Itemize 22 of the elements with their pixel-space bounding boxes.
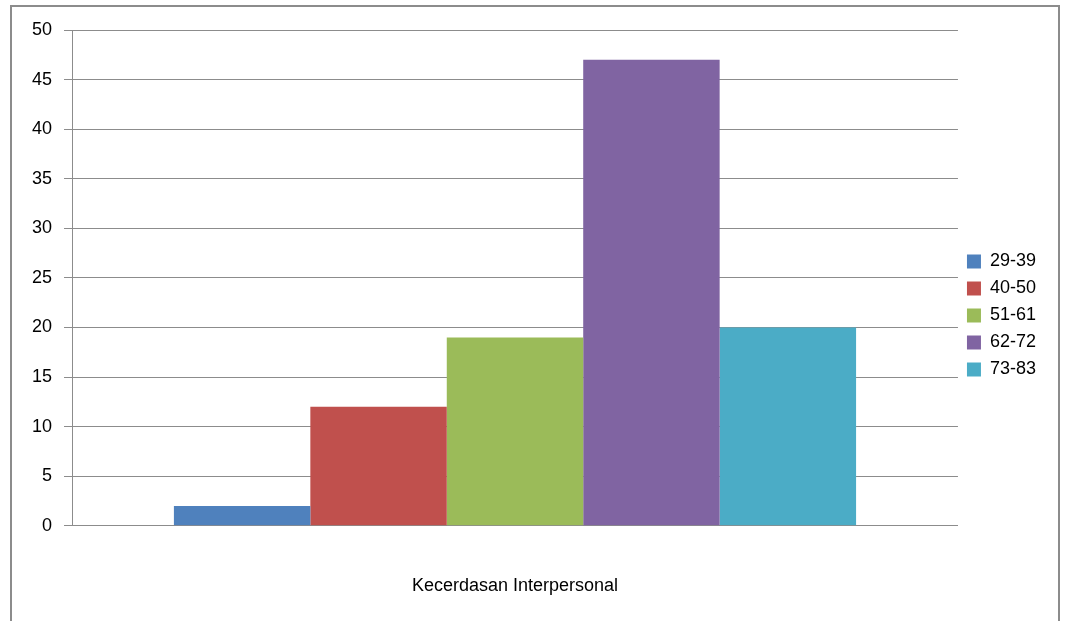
- y-tick-label: 20: [31, 316, 53, 337]
- bar: [719, 327, 857, 526]
- y-tick-label: 5: [42, 465, 53, 486]
- bar: [446, 337, 584, 526]
- y-tick-label: 15: [31, 366, 53, 387]
- legend-label: 51-61: [989, 304, 1037, 325]
- y-tick-label: 40: [31, 118, 53, 139]
- y-tick-label: 35: [31, 167, 53, 188]
- legend-label: 29-39: [989, 250, 1037, 271]
- x-axis-title: Kecerdasan Interpersonal: [411, 575, 619, 596]
- bar: [310, 406, 447, 526]
- legend-label: 62-72: [989, 331, 1037, 352]
- legend-label: 40-50: [989, 277, 1037, 298]
- y-tick-label: 30: [31, 217, 53, 238]
- y-tick-label: 25: [31, 266, 53, 287]
- bar: [173, 505, 311, 526]
- y-tick-label: 45: [31, 68, 53, 89]
- y-tick-label: 0: [42, 514, 53, 535]
- y-tick-label: 50: [31, 18, 53, 39]
- legend-label: 73-83: [989, 358, 1037, 379]
- bar: [583, 59, 720, 526]
- y-tick-label: 10: [31, 415, 53, 436]
